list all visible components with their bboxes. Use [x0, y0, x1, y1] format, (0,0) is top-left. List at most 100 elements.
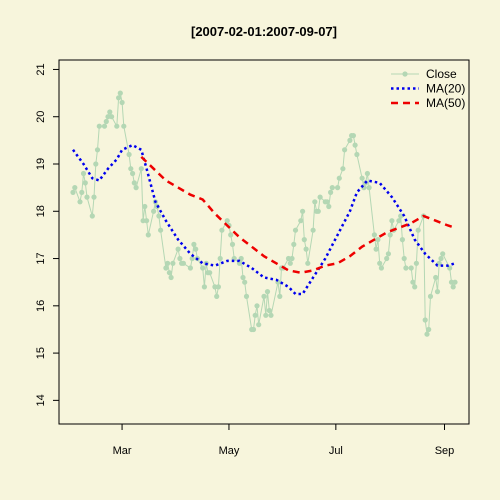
series-close-point — [440, 251, 446, 257]
series-close-point — [291, 241, 297, 247]
series-close-point — [389, 218, 395, 224]
legend-ma-20-label: MA(20) — [426, 82, 465, 96]
series-close-point — [96, 123, 102, 129]
series-close-point — [163, 265, 169, 271]
series-close-point — [287, 260, 293, 266]
series-close-point — [215, 284, 221, 290]
series-close-point — [256, 322, 262, 328]
y-tick-label: 18 — [35, 205, 47, 217]
series-close-point — [117, 90, 123, 96]
series-close-point — [121, 123, 127, 129]
series-close-point — [165, 260, 171, 266]
series-close-point — [72, 185, 78, 191]
series-close-point — [166, 270, 172, 276]
series-close-point — [433, 274, 439, 281]
series-close-point — [342, 147, 348, 153]
series-close-point — [310, 227, 316, 233]
series-close-point — [359, 175, 365, 181]
series-close-point — [175, 246, 181, 252]
series-close-point — [352, 142, 358, 148]
series-close-point — [398, 213, 404, 219]
series-close-point — [326, 203, 332, 210]
series-close-point — [335, 185, 341, 191]
chart-title: [2007-02-01:2007-09-07] — [191, 24, 337, 39]
series-close-point — [168, 274, 174, 281]
series-close-point — [77, 199, 83, 205]
series-close-point — [252, 312, 258, 318]
series-close-point — [191, 241, 197, 247]
y-tick-label: 19 — [35, 158, 47, 170]
series-close-point — [292, 227, 299, 233]
series-close-point — [126, 151, 132, 158]
series-close-point — [371, 232, 377, 238]
series-close-point — [142, 203, 148, 210]
series-close-point — [364, 170, 370, 177]
legend-close-marker — [402, 71, 408, 77]
series-close-point — [242, 279, 248, 285]
series-close-point — [408, 265, 414, 271]
series-close-point — [384, 255, 390, 262]
y-axis: 14 15 16 17 18 19 20 21 — [35, 63, 59, 406]
series-close-point — [350, 133, 356, 139]
series-close-point — [415, 227, 421, 233]
x-tick-label: Sep — [435, 445, 455, 457]
series-close-point — [413, 260, 419, 266]
y-tick-label: 14 — [35, 394, 47, 406]
series-close-point — [189, 255, 195, 262]
x-tick-label: Mar — [113, 445, 132, 457]
series-close-point — [375, 237, 381, 243]
series-close-point — [103, 118, 109, 125]
series-close-point — [80, 170, 87, 177]
series-close-point — [91, 194, 97, 200]
series-close-point — [452, 279, 458, 285]
series-close-point — [315, 208, 321, 214]
series-close-point — [93, 161, 99, 167]
series-close-point — [277, 293, 283, 299]
series-close-point — [201, 284, 207, 290]
y-tick-label: 16 — [35, 300, 47, 312]
x-tick-label: Jul — [329, 445, 343, 457]
series-close-point — [401, 255, 407, 262]
series-close-point — [410, 279, 416, 285]
series-close-point — [89, 213, 95, 219]
series-close-point — [119, 99, 125, 106]
series-close-point — [312, 199, 318, 205]
series-close-point — [426, 326, 432, 333]
series-close-point — [264, 289, 271, 295]
series-close-point — [128, 166, 134, 172]
series-close-point — [377, 260, 383, 266]
series-close-point — [133, 185, 139, 191]
series-close-point — [434, 289, 441, 295]
series-close-point — [207, 270, 213, 276]
series-close-point — [354, 151, 360, 158]
legend-close-label: Close — [426, 67, 457, 81]
series-close-point — [144, 218, 150, 224]
series-close-point — [366, 185, 372, 191]
series-close-point — [116, 95, 122, 101]
series-close-point — [217, 255, 223, 262]
series-close-point — [254, 303, 260, 309]
series-close-point — [328, 189, 334, 195]
legend-ma-50-label: MA(50) — [426, 96, 465, 110]
series-close-point — [324, 199, 330, 205]
series-close-point — [177, 255, 183, 262]
series-close-point — [138, 166, 144, 172]
y-tick-label: 20 — [35, 111, 47, 123]
series-close-point — [229, 241, 236, 247]
series-close-point — [224, 218, 230, 224]
series-close-point — [268, 312, 274, 318]
series-close-point — [193, 246, 199, 252]
series-close-point — [261, 293, 267, 299]
series-close-point — [303, 246, 309, 252]
series-close-point — [347, 137, 353, 143]
series-close-point — [305, 260, 311, 266]
series-close-point — [385, 251, 391, 257]
series-close-point — [240, 274, 246, 281]
series-close-point — [101, 123, 108, 129]
series-close-point — [151, 208, 157, 214]
series-close-point — [70, 189, 76, 195]
series-close-point — [114, 123, 120, 129]
series-close-point — [412, 284, 418, 290]
